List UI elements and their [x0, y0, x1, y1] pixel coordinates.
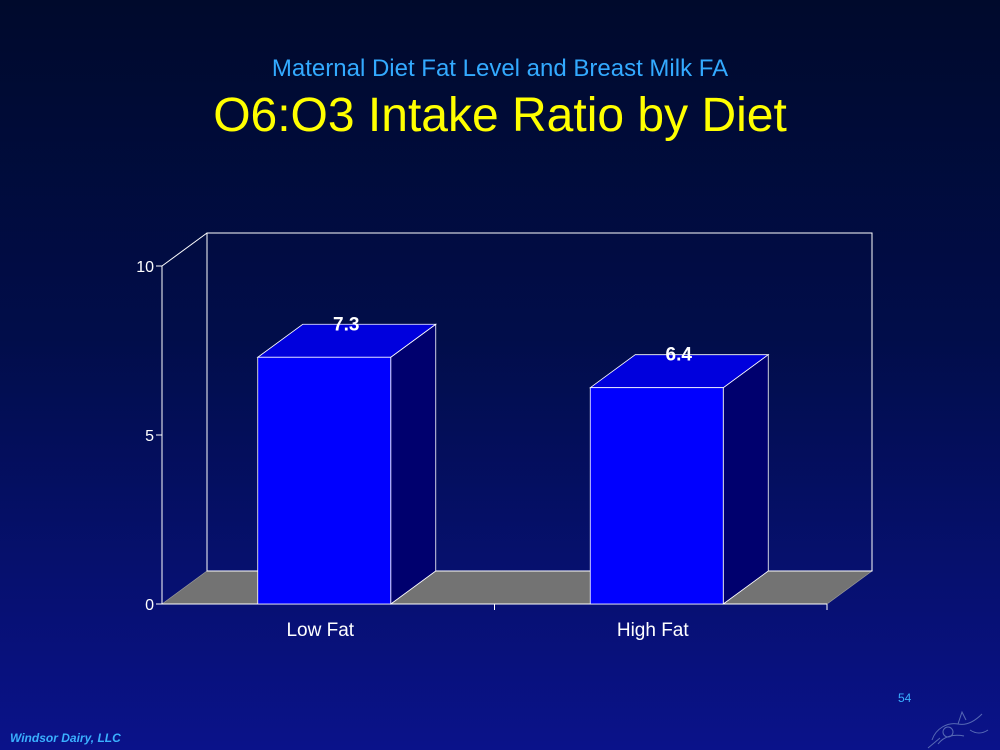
slide-title: O6:O3 Intake Ratio by Diet: [213, 89, 787, 142]
slide-subtitle: Maternal Diet Fat Level and Breast Milk …: [271, 55, 729, 82]
slide-number: 54: [898, 691, 912, 705]
chart-labels: 0 5 10 7.3 Low Fat 6.4 High Fat: [136, 259, 692, 641]
y-tick-label: 10: [136, 259, 154, 276]
bar-value-label: 6.4: [666, 345, 693, 366]
bar: [257, 356, 392, 605]
bar-group: [256, 323, 770, 605]
bar-value-label: 7.3: [333, 314, 359, 335]
x-tick-label: Low Fat: [286, 620, 354, 641]
wall-top-edge: [161, 232, 208, 267]
bar: [589, 387, 724, 605]
x-tick-label: High Fat: [617, 620, 690, 641]
chart-back-wall: [206, 232, 873, 572]
footer-company: Windsor Dairy, LLC: [10, 731, 121, 745]
y-tick-label: 0: [145, 597, 154, 614]
dairy-logo-icon: [927, 710, 989, 749]
bar-side: [722, 353, 769, 605]
y-tick-label: 5: [145, 428, 154, 445]
bar-side: [390, 323, 437, 605]
